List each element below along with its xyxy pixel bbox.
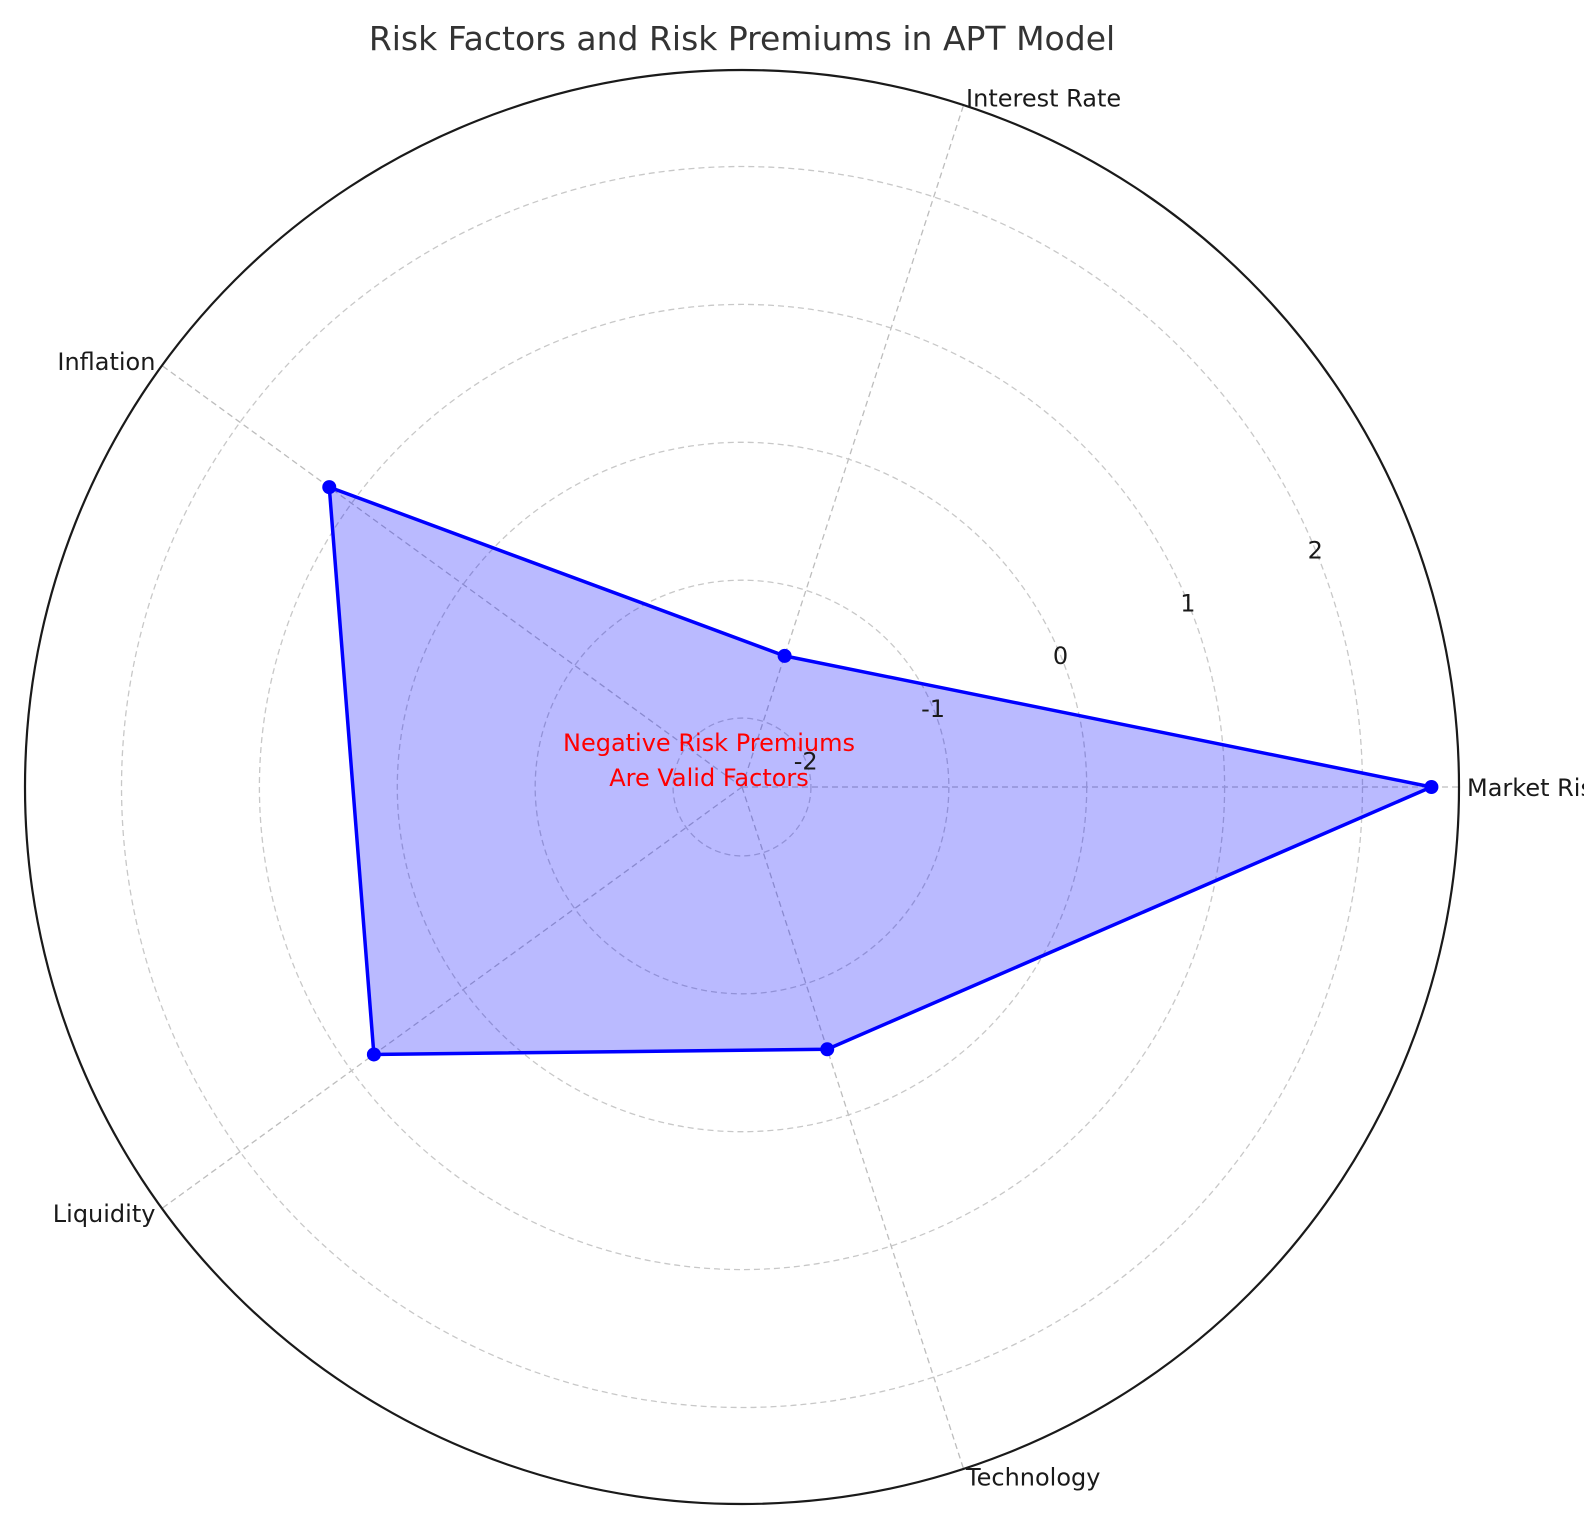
- grid-ring-1: [534, 579, 950, 995]
- radial-tick-label-2: 0: [1053, 642, 1068, 670]
- radial-tick-label-4: 2: [1308, 537, 1323, 565]
- radial-tick-label-3: 1: [1180, 589, 1195, 617]
- data-point-0-4: [820, 1042, 835, 1057]
- label-layer: -2 -1 0 1 2 Market Risk Interest Rate Inflation…: [53, 84, 1584, 1491]
- radial-tick-label-1: -1: [921, 695, 945, 723]
- grid-layer: [23, 68, 1461, 1506]
- category-label-3: Liquidity: [53, 1200, 156, 1228]
- series-fill-0: [329, 487, 1432, 1055]
- annotation-line-2: Are Valid Factors: [609, 764, 809, 792]
- series-layer: [322, 480, 1439, 1062]
- data-point-0-1: [777, 648, 792, 663]
- grid-ring-2: [396, 441, 1088, 1133]
- chart-title: Risk Factors and Risk Premiums in APT Mo…: [369, 19, 1115, 58]
- grid-ring-3: [258, 303, 1226, 1271]
- category-label-2: Inflation: [57, 348, 155, 376]
- data-point-0-3: [366, 1047, 381, 1062]
- data-point-0-2: [322, 480, 337, 495]
- series-line-0: [327, 485, 1434, 1057]
- annotation-line-1: Negative Risk Premiums: [563, 729, 855, 757]
- radial-tick-label-0: -2: [794, 748, 818, 776]
- category-label-1: Interest Rate: [966, 84, 1121, 112]
- grid-ring-4: [120, 165, 1364, 1409]
- data-point-0-0: [1424, 780, 1439, 794]
- grid-ring-0: [672, 717, 812, 857]
- category-label-4: Technology: [965, 1464, 1100, 1492]
- outer-frame: [23, 68, 1461, 1506]
- category-label-0: Market Risk: [1467, 774, 1584, 802]
